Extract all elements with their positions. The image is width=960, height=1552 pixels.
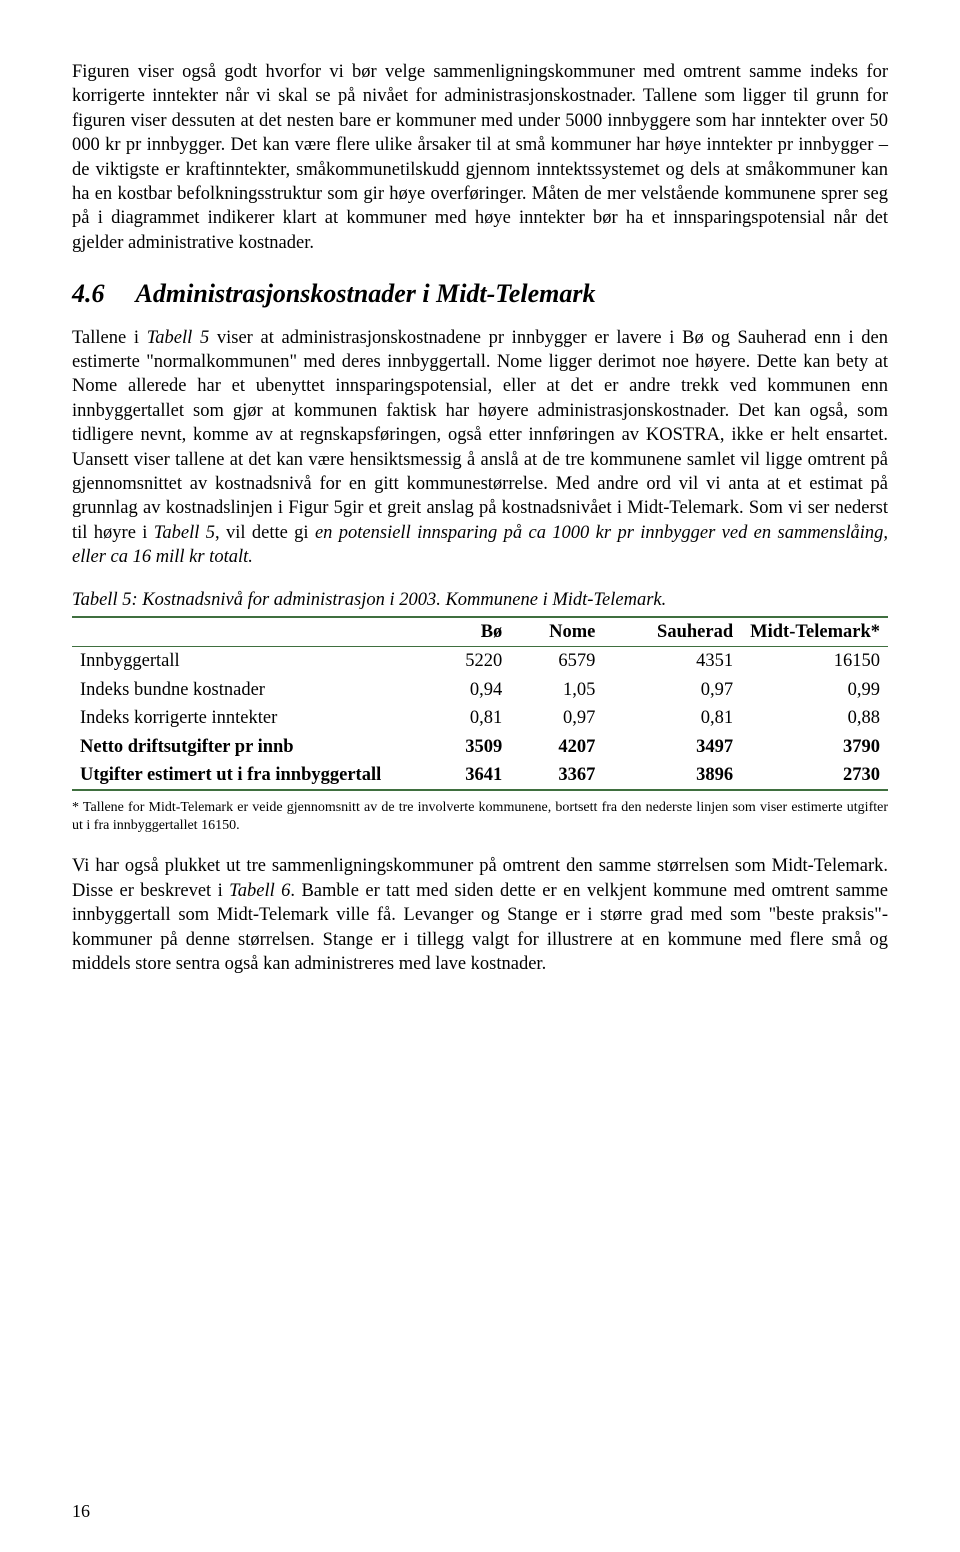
col-bo: Bø <box>431 617 510 647</box>
row-label: Netto driftsutgifter pr innb <box>72 733 431 761</box>
section-heading: 4.6 Administrasjonskostnader i Midt-Tele… <box>72 277 888 311</box>
cell-value: 0,99 <box>741 676 888 704</box>
col-midt-telemark: Midt-Telemark* <box>741 617 888 647</box>
row-label: Indeks bundne kostnader <box>72 676 431 704</box>
page-number: 16 <box>72 1500 90 1524</box>
cell-value: 1,05 <box>510 676 603 704</box>
table-row: Netto driftsutgifter pr innb350942073497… <box>72 733 888 761</box>
section-number: 4.6 <box>72 277 130 311</box>
row-label: Indeks korrigerte inntekter <box>72 704 431 732</box>
cell-value: 0,97 <box>510 704 603 732</box>
cell-value: 0,88 <box>741 704 888 732</box>
cell-value: 0,81 <box>603 704 741 732</box>
cell-value: 0,94 <box>431 676 510 704</box>
cell-value: 6579 <box>510 647 603 676</box>
col-nome: Nome <box>510 617 603 647</box>
section-title: Administrasjonskostnader i Midt-Telemark <box>136 279 596 308</box>
table-row: Utgifter estimert ut i fra innbyggertall… <box>72 761 888 790</box>
paragraph-2: Tallene i Tabell 5 viser at administrasj… <box>72 326 888 570</box>
cell-value: 16150 <box>741 647 888 676</box>
paragraph-3: Vi har også plukket ut tre sammenligning… <box>72 854 888 976</box>
table-caption: Tabell 5: Kostnadsnivå for administrasjo… <box>72 588 888 612</box>
table-body: Innbyggertall52206579435116150Indeks bun… <box>72 647 888 791</box>
cell-value: 3497 <box>603 733 741 761</box>
table-row: Indeks bundne kostnader0,941,050,970,99 <box>72 676 888 704</box>
cell-value: 3509 <box>431 733 510 761</box>
col-blank <box>72 617 431 647</box>
cell-value: 0,81 <box>431 704 510 732</box>
cell-value: 5220 <box>431 647 510 676</box>
table-row: Indeks korrigerte inntekter0,810,970,810… <box>72 704 888 732</box>
row-label: Innbyggertall <box>72 647 431 676</box>
table-footnote: * Tallene for Midt-Telemark er veide gje… <box>72 799 888 834</box>
table-header-row: Bø Nome Sauherad Midt-Telemark* <box>72 617 888 647</box>
cell-value: 3641 <box>431 761 510 790</box>
cost-table: Bø Nome Sauherad Midt-Telemark* Innbygge… <box>72 616 888 791</box>
col-sauherad: Sauherad <box>603 617 741 647</box>
cell-value: 3790 <box>741 733 888 761</box>
cell-value: 2730 <box>741 761 888 790</box>
row-label: Utgifter estimert ut i fra innbyggertall <box>72 761 431 790</box>
cell-value: 3367 <box>510 761 603 790</box>
cell-value: 4351 <box>603 647 741 676</box>
cell-value: 0,97 <box>603 676 741 704</box>
cell-value: 3896 <box>603 761 741 790</box>
paragraph-1: Figuren viser også godt hvorfor vi bør v… <box>72 60 888 255</box>
table-row: Innbyggertall52206579435116150 <box>72 647 888 676</box>
cell-value: 4207 <box>510 733 603 761</box>
